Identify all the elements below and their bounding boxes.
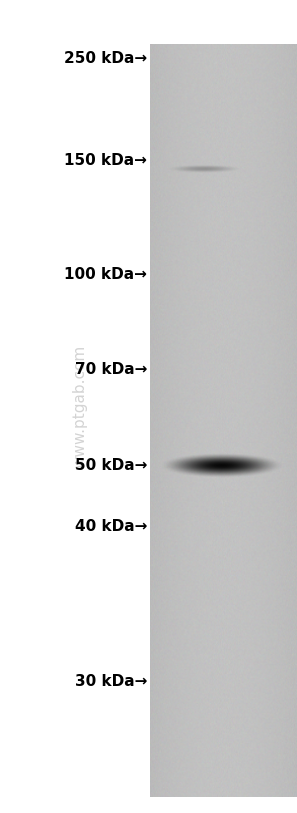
- Text: www.ptgab.com: www.ptgab.com: [73, 345, 88, 468]
- Text: 30 kDa→: 30 kDa→: [75, 674, 147, 689]
- Text: 150 kDa→: 150 kDa→: [64, 154, 147, 168]
- Text: 70 kDa→: 70 kDa→: [75, 363, 147, 377]
- Text: 250 kDa→: 250 kDa→: [64, 51, 147, 66]
- Text: 100 kDa→: 100 kDa→: [64, 267, 147, 282]
- Text: 50 kDa→: 50 kDa→: [75, 458, 147, 472]
- Text: 40 kDa→: 40 kDa→: [75, 520, 147, 534]
